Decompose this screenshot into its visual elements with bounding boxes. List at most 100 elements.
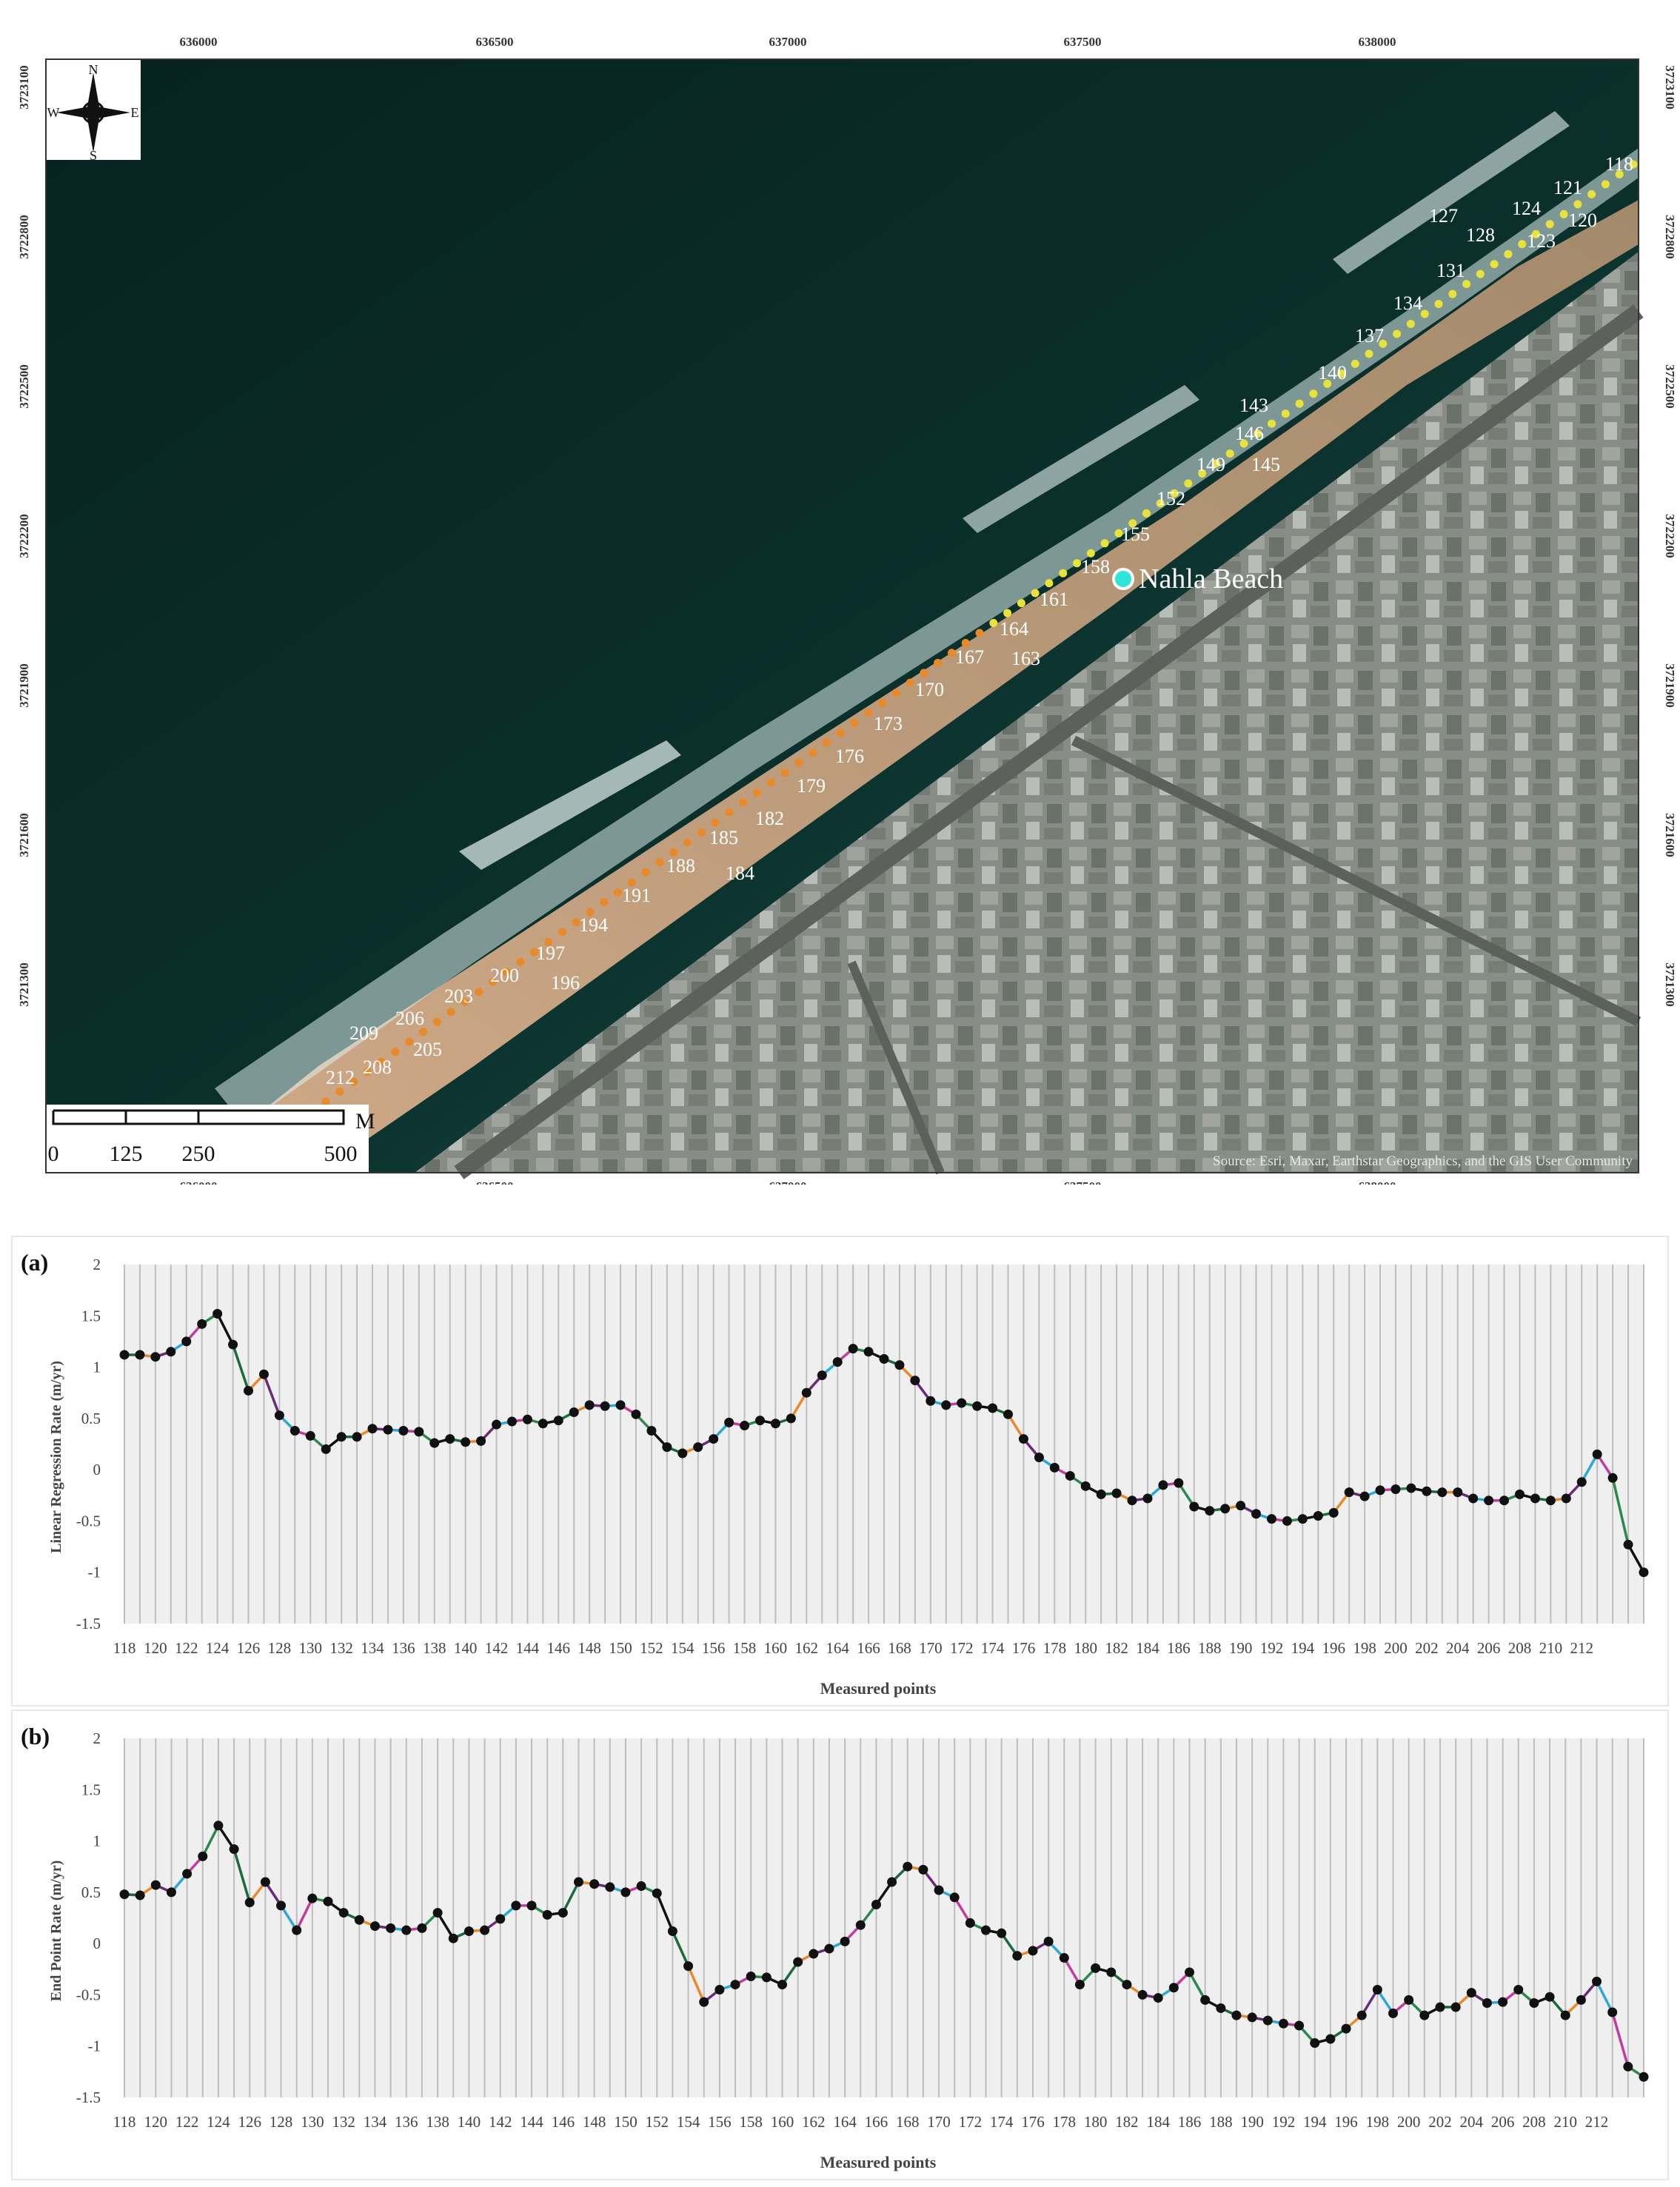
data-point (824, 1943, 834, 1954)
data-point (1422, 1486, 1432, 1496)
transect-point (558, 928, 566, 937)
x-tick-label: 136 (392, 1639, 415, 1657)
line-segment (1580, 1453, 1599, 1484)
x-tick-label: 168 (888, 1639, 911, 1657)
x-tick-label: 174 (981, 1639, 1005, 1657)
line-segment (561, 1880, 580, 1915)
data-point (730, 1980, 740, 1990)
x-tick-label: 190 (1229, 1639, 1253, 1657)
x-tick-label: 178 (1043, 1639, 1067, 1657)
transect-point (1573, 200, 1582, 209)
data-point (1576, 1995, 1586, 2005)
x-tick-label: 166 (857, 1639, 880, 1657)
transect-point (1587, 190, 1596, 198)
data-point (228, 1339, 238, 1350)
data-point (1328, 1507, 1339, 1518)
data-point (1325, 2034, 1336, 2044)
data-point (135, 1350, 145, 1360)
line-segment (295, 1897, 314, 1932)
data-point (1189, 1501, 1199, 1512)
x-ticks: 118 120 122 124 126 128 130 132 134 136 138 140 142 1… (113, 2113, 1609, 2131)
transect-point (391, 1048, 400, 1056)
transect-point (1156, 499, 1165, 508)
transect-point (1017, 599, 1025, 608)
transect-point (1254, 429, 1262, 438)
y-tick-label: -1.5 (76, 1615, 101, 1632)
x-tick-label: 128 (270, 2113, 293, 2131)
data-point (181, 1336, 192, 1347)
data-point (817, 1370, 827, 1381)
data-point (1111, 1488, 1122, 1498)
y-tick-label: 0.5 (81, 1410, 101, 1427)
map-x-tick: 638000 (1359, 1179, 1396, 1185)
data-point (354, 1915, 364, 1925)
data-point (1185, 1967, 1195, 1977)
transect-point (641, 868, 650, 877)
x-tick-label: 176 (1021, 2113, 1045, 2131)
data-point (1200, 1995, 1211, 2005)
data-point (693, 1442, 703, 1453)
transect-point (906, 678, 914, 687)
point-label: 161 (1040, 589, 1068, 610)
x-tick-label: 140 (454, 1639, 478, 1657)
x-tick-label: 200 (1397, 2113, 1421, 2131)
transect-points (321, 160, 1638, 1106)
map-x-tick: 636500 (476, 1179, 514, 1185)
transect-point (864, 709, 873, 717)
x-tick-label: 148 (578, 1639, 601, 1657)
data-point (463, 1926, 474, 1937)
x-tick-label: 142 (485, 1639, 509, 1657)
map-y-tick: 3721900 (17, 663, 31, 708)
data-point (1341, 2023, 1351, 2034)
transect-point (1059, 569, 1068, 577)
data-point (740, 1421, 750, 1431)
transect-point (1309, 389, 1318, 398)
y-tick-label: -1 (88, 2037, 101, 2055)
x-tick-label: 138 (423, 1639, 446, 1657)
x-tick-label: 122 (175, 2113, 199, 2131)
data-point (714, 1985, 725, 1995)
vertical-gridlines (124, 1738, 1644, 2097)
data-point (166, 1887, 176, 1898)
x-tick-label: 212 (1570, 1639, 1593, 1657)
data-point (988, 1403, 998, 1413)
y-axis-label: Linear Regression Rate (m/yr) (48, 1361, 64, 1553)
data-point (150, 1880, 161, 1890)
x-tick-label: 154 (677, 2113, 700, 2131)
x-tick-label: 210 (1539, 1639, 1563, 1657)
point-label: 124 (1512, 198, 1541, 219)
transect-point (822, 738, 831, 747)
transect-point (1100, 539, 1109, 548)
data-point (699, 1997, 709, 2007)
data-point (615, 1400, 626, 1410)
line-segment (1006, 1413, 1025, 1441)
data-point (761, 1972, 772, 1983)
data-point (1153, 1993, 1163, 2003)
data-point (229, 1844, 239, 1855)
x-tick-label: 202 (1428, 2113, 1452, 2131)
x-tick-label: 136 (395, 2113, 418, 2131)
data-point (1137, 1989, 1148, 2000)
map-point-labels: 118 120 121 123 124 127 128 131 134 137 … (326, 153, 1633, 1088)
data-points (119, 1309, 1649, 1578)
x-tick-label: 118 (113, 2113, 136, 2131)
x-tick-label: 166 (865, 2113, 888, 2131)
map-x-tick: 637000 (769, 35, 807, 49)
line-segment (201, 1824, 220, 1858)
point-label: 146 (1235, 423, 1264, 444)
data-point (903, 1861, 913, 1872)
map-y-tick: 3721300 (1663, 962, 1677, 1007)
point-label: 184 (726, 863, 754, 884)
point-label: 149 (1197, 454, 1225, 475)
x-tick-label: 134 (361, 1639, 384, 1657)
x-tick-label: 204 (1460, 2113, 1484, 2131)
map-x-tick: 637000 (769, 1179, 807, 1185)
x-tick-label: 138 (426, 2113, 449, 2131)
x-tick-label: 192 (1260, 1639, 1284, 1657)
transect-point (836, 729, 845, 737)
transect-point (1086, 549, 1095, 557)
map-x-tick: 638000 (1359, 35, 1396, 49)
data-point (1623, 2061, 1633, 2072)
surf-zone (215, 148, 1639, 1125)
x-tick-label: 170 (927, 2113, 951, 2131)
